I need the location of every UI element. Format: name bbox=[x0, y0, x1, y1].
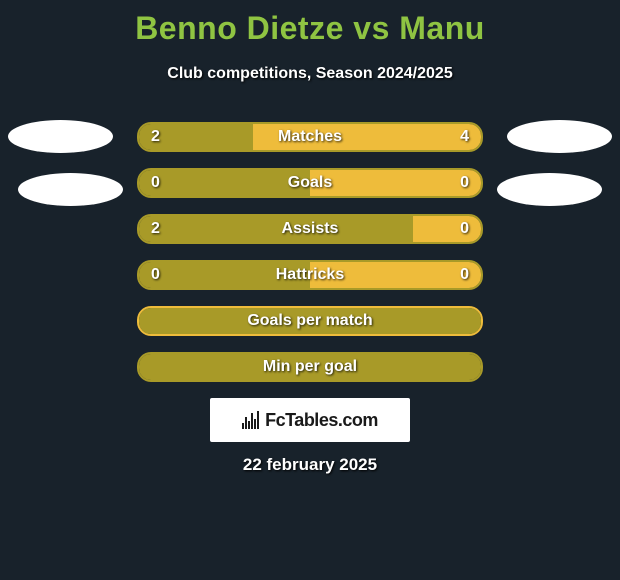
date-text: 22 february 2025 bbox=[0, 455, 620, 475]
stat-row-hattricks: 00Hattricks bbox=[137, 260, 483, 290]
brand-bars-icon bbox=[242, 411, 259, 429]
player2-avatar-bottom bbox=[497, 173, 602, 206]
stat-row-matches: 24Matches bbox=[137, 122, 483, 152]
player2-name: Manu bbox=[399, 10, 485, 46]
subtitle: Club competitions, Season 2024/2025 bbox=[0, 65, 620, 83]
player1-name: Benno Dietze bbox=[135, 10, 344, 46]
vs-text: vs bbox=[353, 10, 390, 46]
stat-label: Goals bbox=[139, 170, 481, 196]
stat-label: Assists bbox=[139, 216, 481, 242]
brand-badge: FcTables.com bbox=[210, 398, 410, 442]
player1-avatar-bottom bbox=[18, 173, 123, 206]
player2-avatar-top bbox=[507, 120, 612, 153]
stat-label: Matches bbox=[139, 124, 481, 150]
stat-row-goals-per-match: Goals per match bbox=[137, 306, 483, 336]
comparison-bars: 24Matches 00Goals 20Assists 00Hattricks Goal… bbox=[137, 122, 483, 398]
stat-label: Hattricks bbox=[139, 262, 481, 288]
player1-avatar-top bbox=[8, 120, 113, 153]
stat-label: Goals per match bbox=[139, 308, 481, 334]
stat-label: Min per goal bbox=[139, 354, 481, 380]
stat-row-min-per-goal: Min per goal bbox=[137, 352, 483, 382]
stat-row-assists: 20Assists bbox=[137, 214, 483, 244]
brand-text: FcTables.com bbox=[265, 410, 378, 431]
stat-row-goals: 00Goals bbox=[137, 168, 483, 198]
page-title: Benno Dietze vs Manu bbox=[0, 0, 620, 47]
